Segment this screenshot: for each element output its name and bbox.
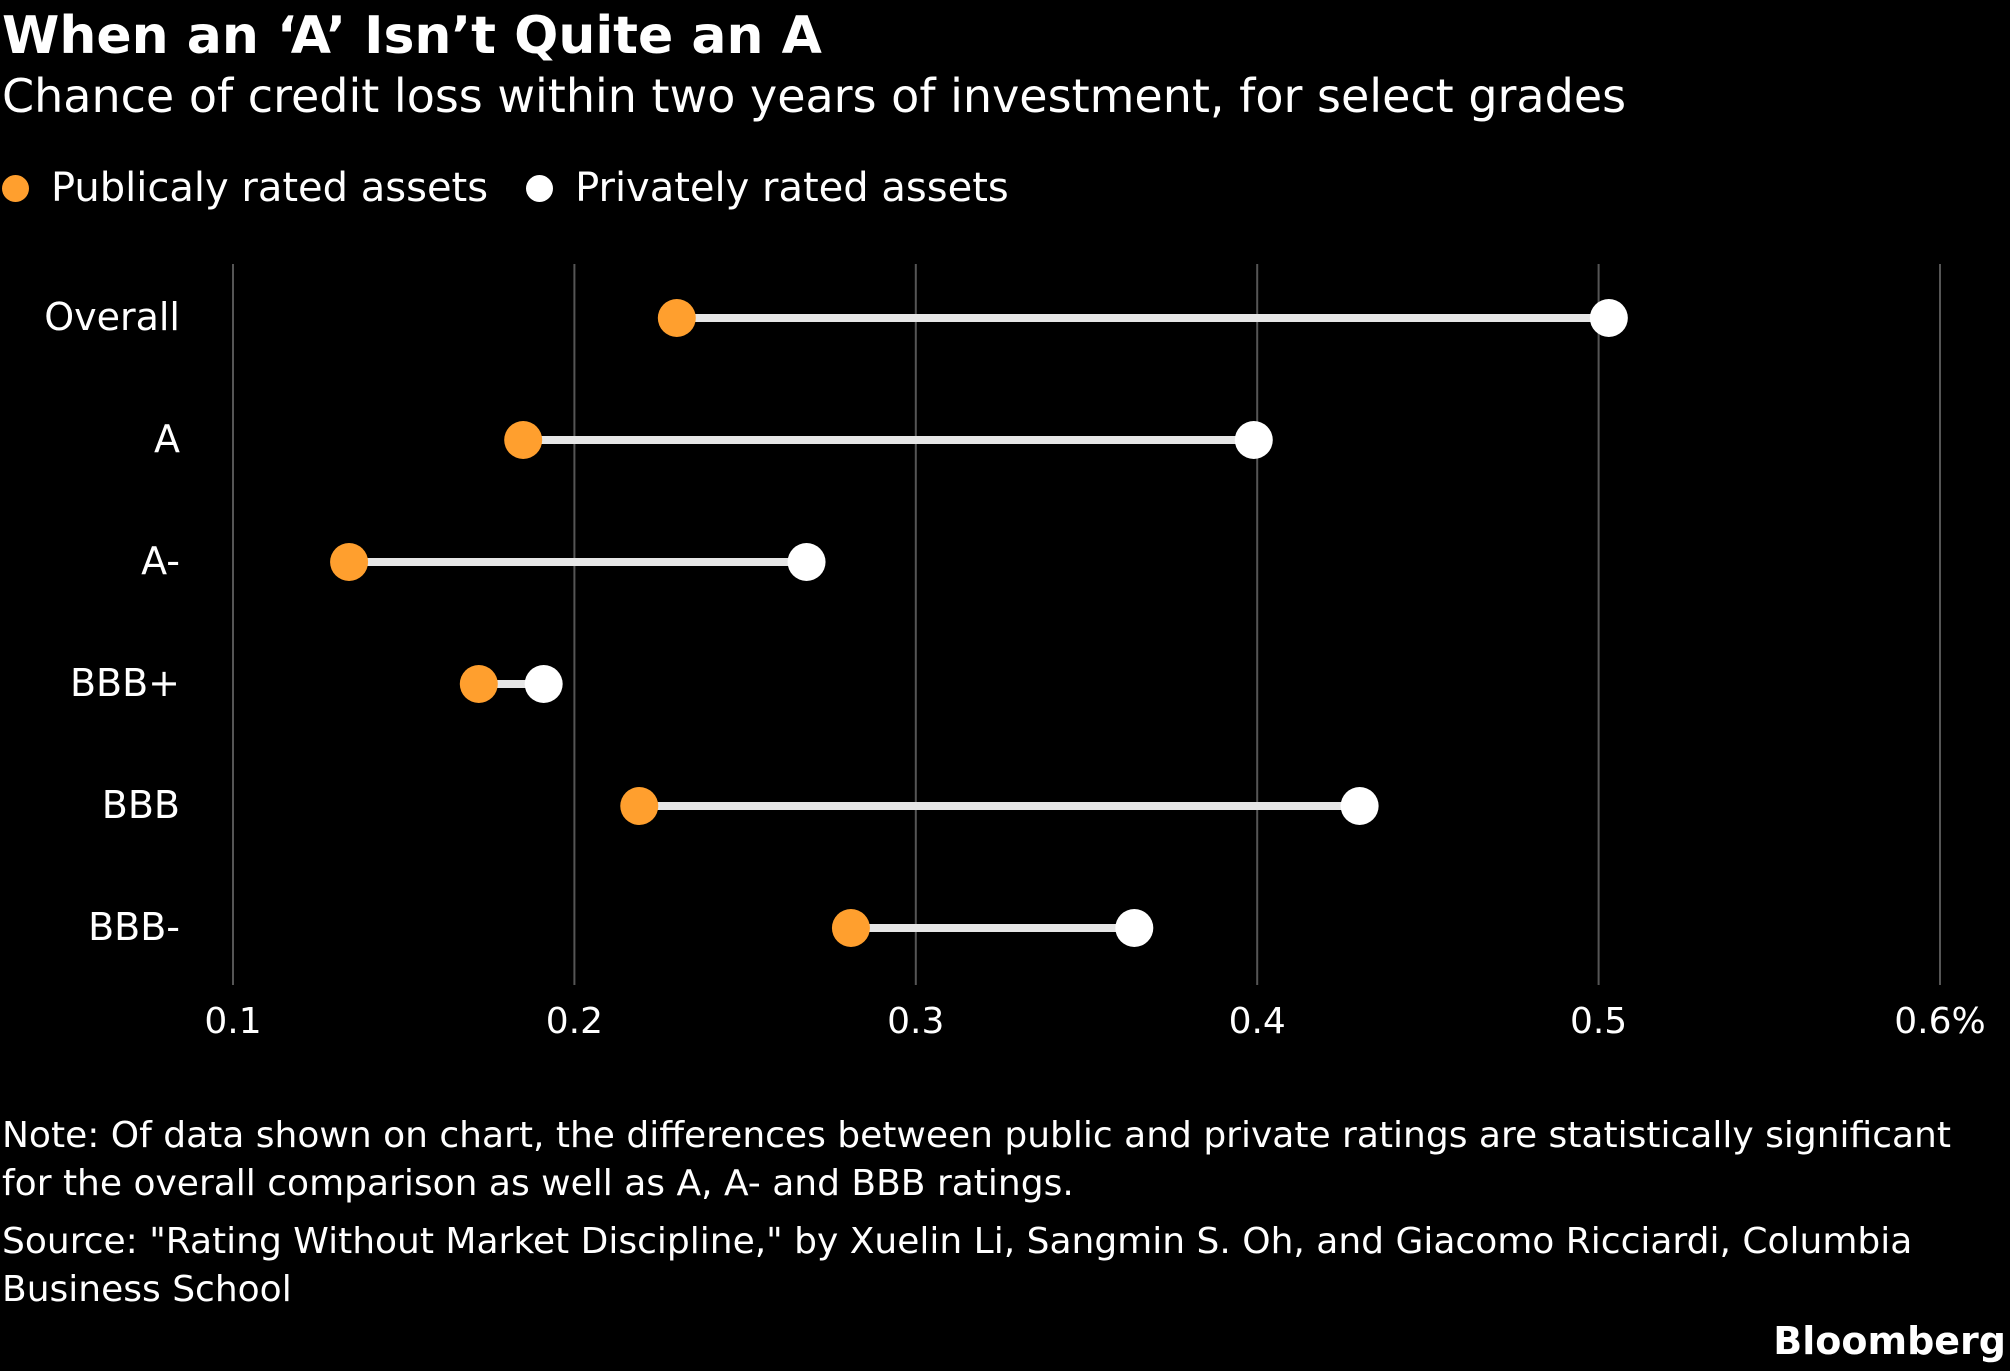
dumbbell-chart: 0.1 0.2 0.3 0.4 0.5 0.6% Overall A A- BBB+ BBB BBB- <box>44 264 1986 1042</box>
chart-note: Note: Of data shown on chart, the differ… <box>2 1115 1951 1204</box>
x-tick-label: 0.1 <box>204 1001 261 1042</box>
bloomberg-logo: Bloomberg <box>1773 1319 2006 1363</box>
x-tick-label: 0.4 <box>1229 1001 1286 1042</box>
private-rating-point <box>1340 787 1379 825</box>
y-category-label: A <box>154 417 180 461</box>
legend-item-private: Privately rated assets <box>526 165 1009 211</box>
public-rating-point <box>504 421 543 459</box>
legend-label-public: Publicaly rated assets <box>51 165 489 211</box>
public-rating-point <box>620 787 659 825</box>
legend-item-public: Publicaly rated assets <box>2 165 488 211</box>
legend-label-private: Privately rated assets <box>575 165 1009 211</box>
public-rating-point <box>330 543 369 581</box>
private-rating-point <box>1589 299 1628 337</box>
private-rating-point <box>1115 909 1154 947</box>
y-category-label: BBB- <box>88 905 180 949</box>
public-rating-point <box>459 665 498 703</box>
legend-swatch-public <box>2 174 29 202</box>
public-rating-point <box>831 909 870 947</box>
y-category-label: BBB+ <box>70 661 180 705</box>
private-rating-point <box>1234 421 1273 459</box>
x-tick-label: 0.6% <box>1894 1001 1985 1042</box>
y-category-label: A- <box>141 539 180 583</box>
public-rating-point <box>657 299 696 337</box>
chart-subtitle: Chance of credit loss within two years o… <box>2 69 1627 123</box>
private-rating-point <box>787 543 826 581</box>
private-rating-point <box>524 665 563 703</box>
legend: Publicaly rated assets Privately rated a… <box>2 158 1047 218</box>
x-tick-label: 0.3 <box>887 1001 944 1042</box>
y-category-label: Overall <box>44 295 180 339</box>
chart-title: When an ‘A’ Isn’t Quite an A <box>2 6 822 66</box>
legend-swatch-private <box>526 174 554 202</box>
chart-source: Source: "Rating Without Market Disciplin… <box>2 1221 1913 1310</box>
x-tick-label: 0.5 <box>1570 1001 1627 1042</box>
y-category-label: BBB <box>102 783 180 827</box>
x-tick-label: 0.2 <box>546 1001 603 1042</box>
